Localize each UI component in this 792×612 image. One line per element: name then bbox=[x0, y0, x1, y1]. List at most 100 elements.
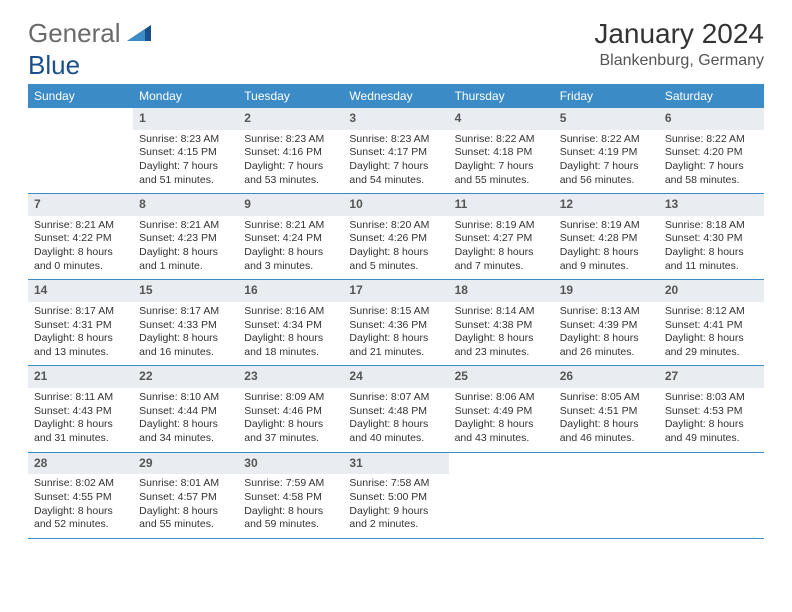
week-row: 7Sunrise: 8:21 AMSunset: 4:22 PMDaylight… bbox=[28, 194, 764, 280]
daylight-line-2: and 51 minutes. bbox=[139, 174, 232, 188]
location-subtitle: Blankenburg, Germany bbox=[594, 52, 764, 70]
month-title: January 2024 bbox=[594, 18, 764, 50]
day-number: 29 bbox=[133, 453, 238, 475]
day-number: 21 bbox=[28, 366, 133, 388]
sunset-text: Sunset: 4:34 PM bbox=[244, 319, 337, 333]
daylight-line-2: and 40 minutes. bbox=[349, 432, 442, 446]
sunset-text: Sunset: 4:27 PM bbox=[455, 232, 548, 246]
sunrise-text: Sunrise: 8:02 AM bbox=[34, 477, 127, 491]
day-body: Sunrise: 8:20 AMSunset: 4:26 PMDaylight:… bbox=[343, 216, 448, 280]
sunrise-text: Sunrise: 8:15 AM bbox=[349, 305, 442, 319]
day-cell: 5Sunrise: 8:22 AMSunset: 4:19 PMDaylight… bbox=[554, 108, 659, 193]
day-cell: 4Sunrise: 8:22 AMSunset: 4:18 PMDaylight… bbox=[449, 108, 554, 193]
day-body: Sunrise: 8:18 AMSunset: 4:30 PMDaylight:… bbox=[659, 216, 764, 280]
sunset-text: Sunset: 4:48 PM bbox=[349, 405, 442, 419]
daylight-line-1: Daylight: 7 hours bbox=[665, 160, 758, 174]
day-cell: 31Sunrise: 7:58 AMSunset: 5:00 PMDayligh… bbox=[343, 453, 448, 538]
sunrise-text: Sunrise: 8:10 AM bbox=[139, 391, 232, 405]
daylight-line-1: Daylight: 8 hours bbox=[455, 418, 548, 432]
sunrise-text: Sunrise: 8:16 AM bbox=[244, 305, 337, 319]
sunrise-text: Sunrise: 8:21 AM bbox=[244, 219, 337, 233]
logo: General bbox=[28, 18, 153, 49]
day-body: Sunrise: 8:17 AMSunset: 4:33 PMDaylight:… bbox=[133, 302, 238, 366]
day-body: Sunrise: 8:19 AMSunset: 4:28 PMDaylight:… bbox=[554, 216, 659, 280]
day-number: 24 bbox=[343, 366, 448, 388]
day-number: 16 bbox=[238, 280, 343, 302]
day-cell: 13Sunrise: 8:18 AMSunset: 4:30 PMDayligh… bbox=[659, 194, 764, 279]
daylight-line-2: and 43 minutes. bbox=[455, 432, 548, 446]
title-block: January 2024 Blankenburg, Germany bbox=[594, 18, 764, 70]
day-number: 4 bbox=[449, 108, 554, 130]
sunset-text: Sunset: 4:20 PM bbox=[665, 146, 758, 160]
sunset-text: Sunset: 4:44 PM bbox=[139, 405, 232, 419]
sunset-text: Sunset: 4:57 PM bbox=[139, 491, 232, 505]
daylight-line-1: Daylight: 8 hours bbox=[349, 418, 442, 432]
day-number: 15 bbox=[133, 280, 238, 302]
sunset-text: Sunset: 4:15 PM bbox=[139, 146, 232, 160]
day-number: 1 bbox=[133, 108, 238, 130]
daylight-line-2: and 55 minutes. bbox=[139, 518, 232, 532]
day-cell: 14Sunrise: 8:17 AMSunset: 4:31 PMDayligh… bbox=[28, 280, 133, 365]
day-body: Sunrise: 8:17 AMSunset: 4:31 PMDaylight:… bbox=[28, 302, 133, 366]
day-body: Sunrise: 8:12 AMSunset: 4:41 PMDaylight:… bbox=[659, 302, 764, 366]
dow-cell: Sunday bbox=[28, 84, 133, 108]
day-body: Sunrise: 8:01 AMSunset: 4:57 PMDaylight:… bbox=[133, 474, 238, 538]
day-cell: 22Sunrise: 8:10 AMSunset: 4:44 PMDayligh… bbox=[133, 366, 238, 451]
day-cell: 28Sunrise: 8:02 AMSunset: 4:55 PMDayligh… bbox=[28, 453, 133, 538]
daylight-line-1: Daylight: 8 hours bbox=[455, 332, 548, 346]
sunset-text: Sunset: 4:43 PM bbox=[34, 405, 127, 419]
day-cell: 3Sunrise: 8:23 AMSunset: 4:17 PMDaylight… bbox=[343, 108, 448, 193]
sunset-text: Sunset: 4:16 PM bbox=[244, 146, 337, 160]
day-cell: 16Sunrise: 8:16 AMSunset: 4:34 PMDayligh… bbox=[238, 280, 343, 365]
daylight-line-2: and 21 minutes. bbox=[349, 346, 442, 360]
sunrise-text: Sunrise: 8:12 AM bbox=[665, 305, 758, 319]
day-cell: 12Sunrise: 8:19 AMSunset: 4:28 PMDayligh… bbox=[554, 194, 659, 279]
daylight-line-1: Daylight: 8 hours bbox=[244, 246, 337, 260]
day-cell: 19Sunrise: 8:13 AMSunset: 4:39 PMDayligh… bbox=[554, 280, 659, 365]
daylight-line-1: Daylight: 7 hours bbox=[139, 160, 232, 174]
daylight-line-1: Daylight: 8 hours bbox=[665, 246, 758, 260]
daylight-line-2: and 37 minutes. bbox=[244, 432, 337, 446]
day-cell: 25Sunrise: 8:06 AMSunset: 4:49 PMDayligh… bbox=[449, 366, 554, 451]
sunset-text: Sunset: 4:36 PM bbox=[349, 319, 442, 333]
day-body: Sunrise: 8:14 AMSunset: 4:38 PMDaylight:… bbox=[449, 302, 554, 366]
daylight-line-1: Daylight: 7 hours bbox=[349, 160, 442, 174]
day-number: 7 bbox=[28, 194, 133, 216]
daylight-line-1: Daylight: 7 hours bbox=[244, 160, 337, 174]
daylight-line-1: Daylight: 7 hours bbox=[560, 160, 653, 174]
logo-triangle-icon bbox=[127, 21, 151, 46]
sunset-text: Sunset: 4:18 PM bbox=[455, 146, 548, 160]
sunrise-text: Sunrise: 8:13 AM bbox=[560, 305, 653, 319]
sunrise-text: Sunrise: 8:17 AM bbox=[34, 305, 127, 319]
daylight-line-2: and 16 minutes. bbox=[139, 346, 232, 360]
sunrise-text: Sunrise: 8:22 AM bbox=[455, 133, 548, 147]
sunrise-text: Sunrise: 8:22 AM bbox=[665, 133, 758, 147]
day-number: 12 bbox=[554, 194, 659, 216]
daylight-line-2: and 53 minutes. bbox=[244, 174, 337, 188]
day-number: 19 bbox=[554, 280, 659, 302]
day-number: 14 bbox=[28, 280, 133, 302]
daylight-line-1: Daylight: 8 hours bbox=[349, 332, 442, 346]
daylight-line-2: and 5 minutes. bbox=[349, 260, 442, 274]
daylight-line-2: and 49 minutes. bbox=[665, 432, 758, 446]
daylight-line-1: Daylight: 8 hours bbox=[139, 246, 232, 260]
day-number: 11 bbox=[449, 194, 554, 216]
dow-cell: Wednesday bbox=[343, 84, 448, 108]
sunset-text: Sunset: 4:26 PM bbox=[349, 232, 442, 246]
day-number: 25 bbox=[449, 366, 554, 388]
week-row: 21Sunrise: 8:11 AMSunset: 4:43 PMDayligh… bbox=[28, 366, 764, 452]
daylight-line-1: Daylight: 8 hours bbox=[665, 332, 758, 346]
day-number: 26 bbox=[554, 366, 659, 388]
day-number: 9 bbox=[238, 194, 343, 216]
day-body: Sunrise: 8:15 AMSunset: 4:36 PMDaylight:… bbox=[343, 302, 448, 366]
day-number: 20 bbox=[659, 280, 764, 302]
sunrise-text: Sunrise: 8:21 AM bbox=[34, 219, 127, 233]
daylight-line-2: and 59 minutes. bbox=[244, 518, 337, 532]
day-cell: 29Sunrise: 8:01 AMSunset: 4:57 PMDayligh… bbox=[133, 453, 238, 538]
sunrise-text: Sunrise: 8:21 AM bbox=[139, 219, 232, 233]
sunset-text: Sunset: 5:00 PM bbox=[349, 491, 442, 505]
sunrise-text: Sunrise: 8:19 AM bbox=[560, 219, 653, 233]
day-body: Sunrise: 8:06 AMSunset: 4:49 PMDaylight:… bbox=[449, 388, 554, 452]
sunset-text: Sunset: 4:33 PM bbox=[139, 319, 232, 333]
week-row: 28Sunrise: 8:02 AMSunset: 4:55 PMDayligh… bbox=[28, 453, 764, 539]
